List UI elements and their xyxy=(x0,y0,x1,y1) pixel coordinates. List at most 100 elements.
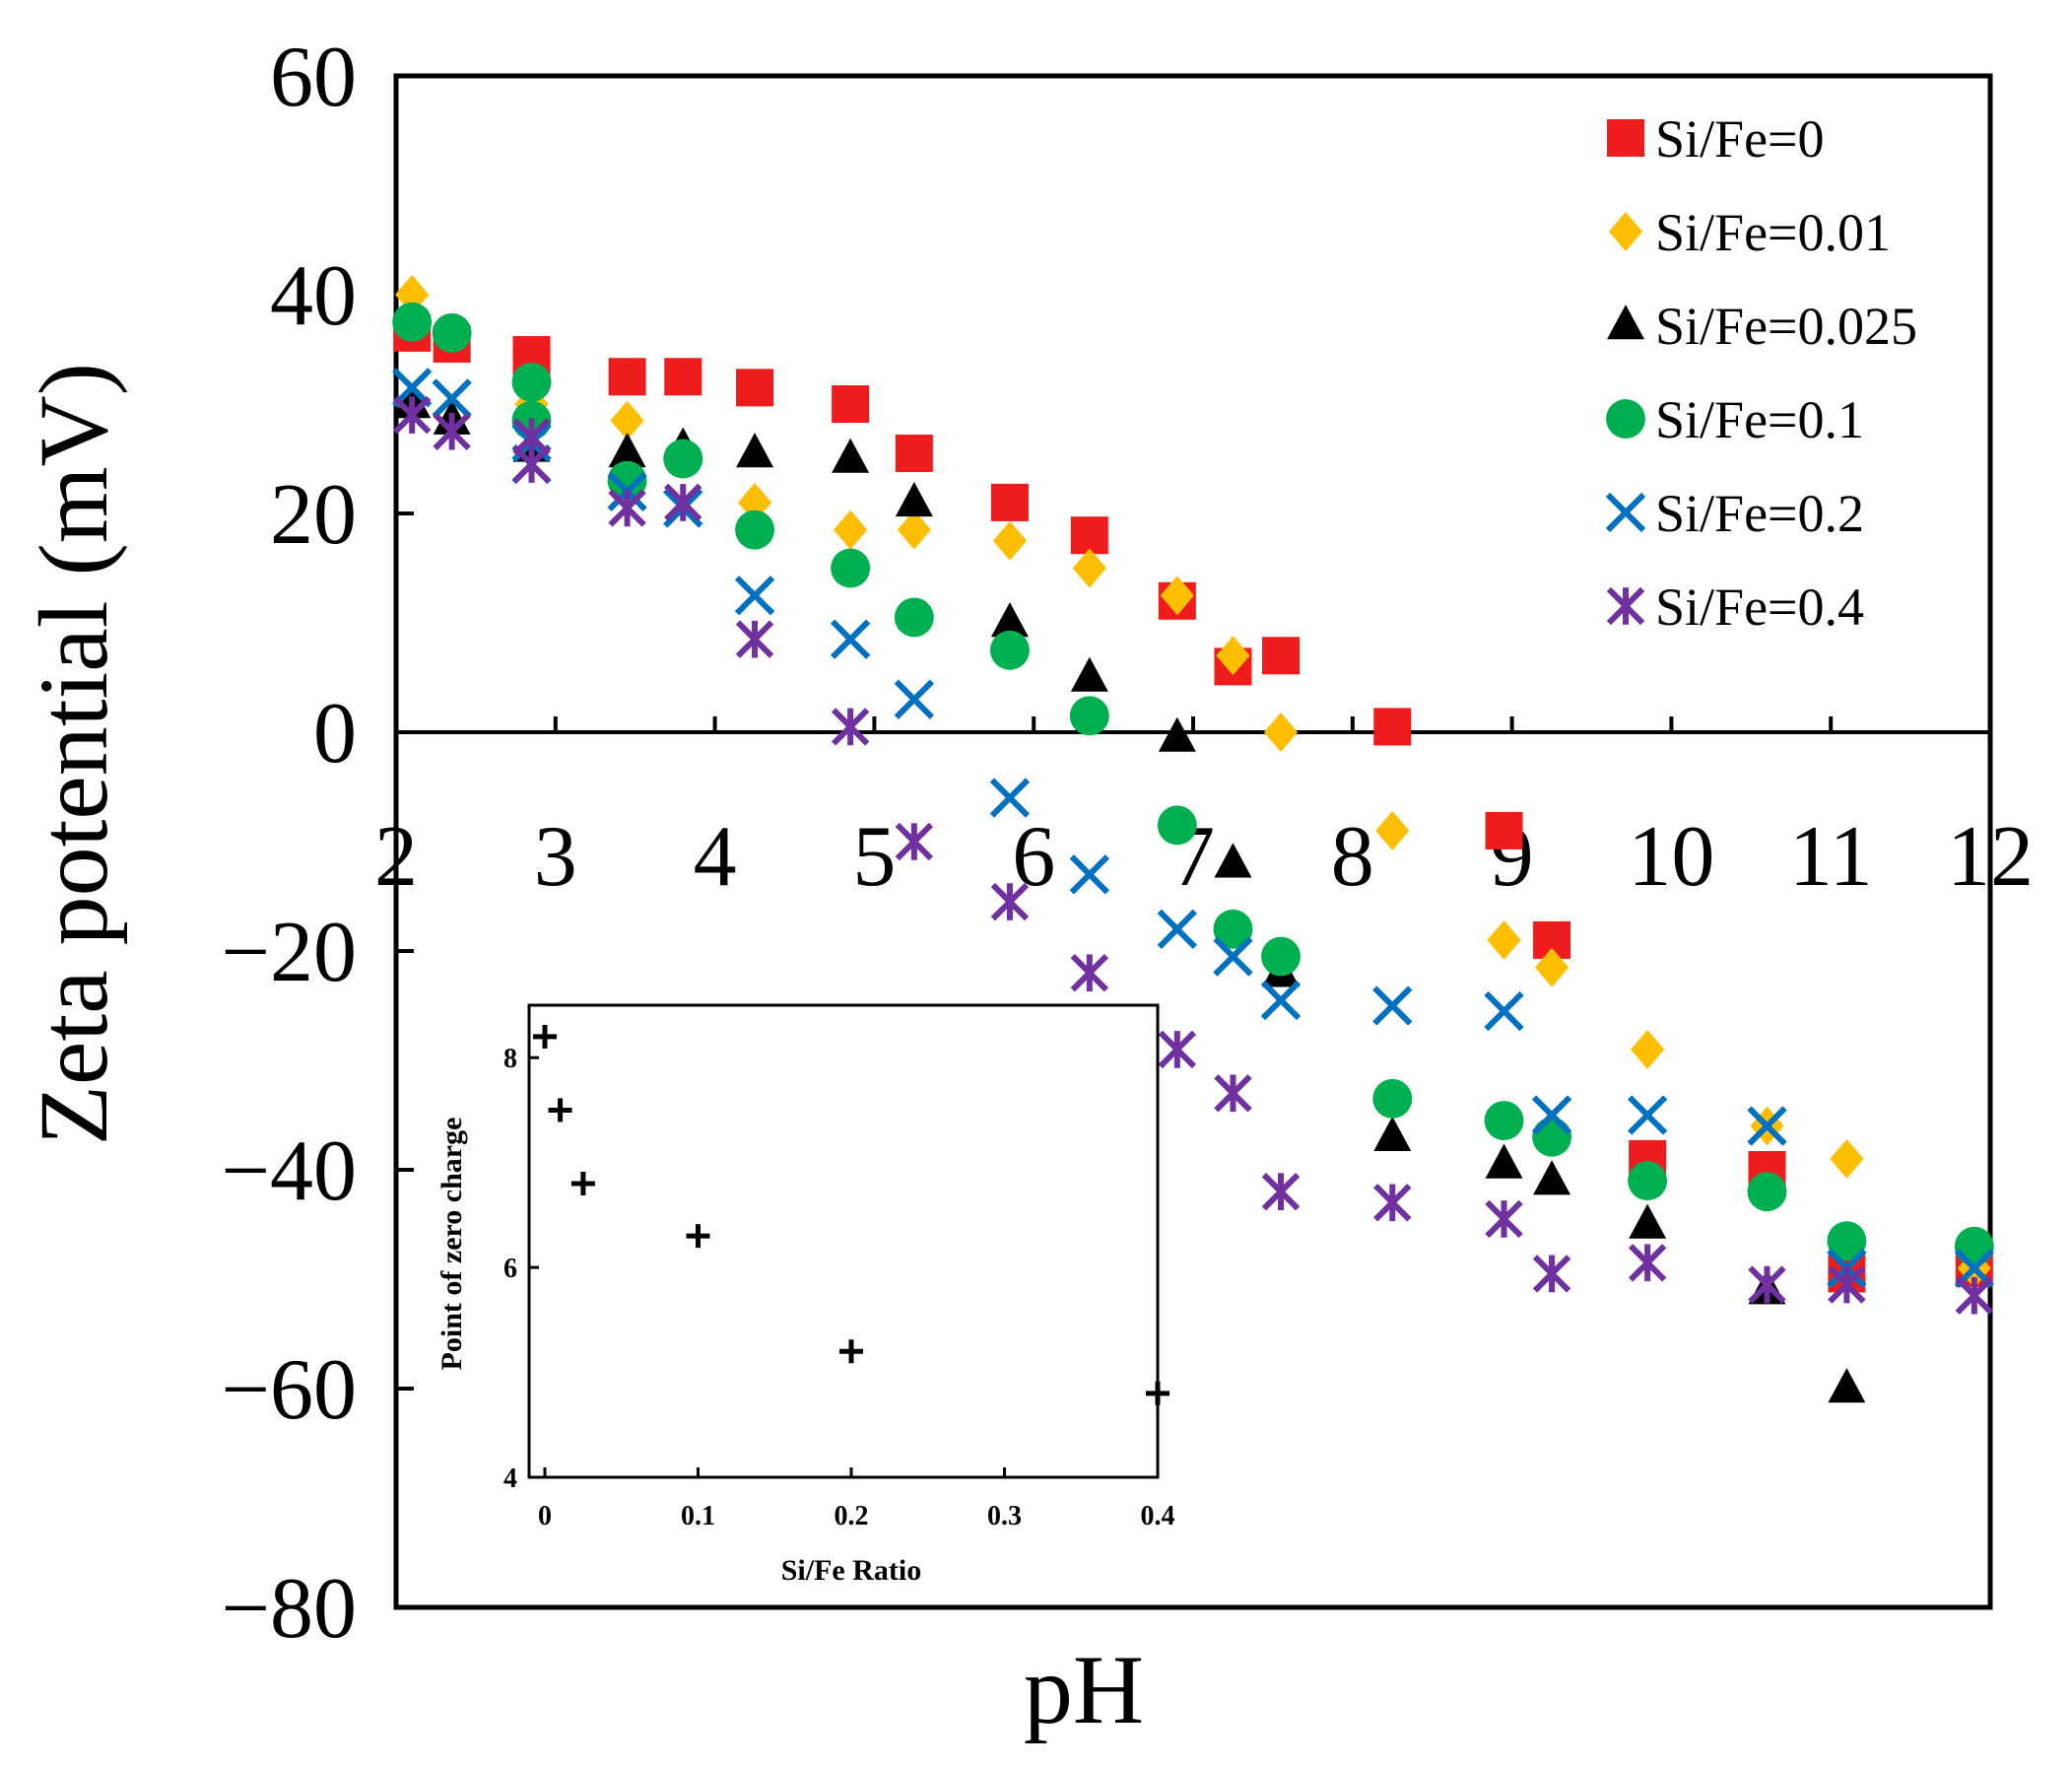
x-tick-label: 4 xyxy=(694,809,737,905)
data-point xyxy=(992,520,1028,561)
x-axis-title: pH xyxy=(1024,1635,1144,1744)
data-point xyxy=(1216,636,1250,676)
legend-marker xyxy=(1607,305,1644,340)
data-point xyxy=(433,412,471,450)
data-point xyxy=(736,433,774,468)
data-point xyxy=(608,433,646,468)
data-markers xyxy=(392,275,1994,1403)
data-point xyxy=(392,395,432,435)
legend-label: Si/Fe=0.4 xyxy=(1655,578,1864,637)
data-point xyxy=(1827,1221,1867,1261)
legend-label: Si/Fe=0.1 xyxy=(1655,390,1864,449)
data-point xyxy=(1261,936,1301,977)
y-axis-ticks: 60 40 20 0 −20 −40 −60 −80 xyxy=(221,30,414,1657)
data-point xyxy=(989,778,1031,818)
data-point xyxy=(1532,1117,1572,1157)
x-axis-ticks: 2 3 4 5 6 7 8 9 10 11 12 xyxy=(374,716,2034,905)
data-point xyxy=(830,619,871,659)
inset-x-tick-label: 0.1 xyxy=(681,1501,715,1531)
data-point xyxy=(1261,637,1300,675)
data-point xyxy=(664,358,702,396)
data-point xyxy=(894,597,934,638)
series-3 xyxy=(392,302,1994,1266)
legend-label: Si/Fe=0.025 xyxy=(1655,297,1917,356)
inset-data-markers xyxy=(533,1024,1170,1405)
x-tick-label: 8 xyxy=(1331,809,1374,905)
data-point xyxy=(1372,1078,1413,1119)
inset-x-tick-label: 0.2 xyxy=(835,1501,869,1531)
data-point xyxy=(1070,656,1108,692)
data-point xyxy=(1955,1276,1994,1315)
y-tick-label: −20 xyxy=(221,905,357,1000)
y-axis-title: Zeta potential (mV) xyxy=(19,363,128,1145)
inset-background xyxy=(527,1003,1160,1479)
legend-label: Si/Fe=0.2 xyxy=(1655,484,1864,543)
data-point xyxy=(1158,716,1196,752)
inset-data-point xyxy=(548,1098,572,1122)
y-tick-label: −40 xyxy=(221,1123,357,1219)
data-point xyxy=(1628,1161,1668,1201)
data-point xyxy=(736,369,774,407)
data-point xyxy=(1627,1095,1668,1135)
data-point xyxy=(392,302,433,342)
data-point xyxy=(834,510,868,550)
y-tick-label: −60 xyxy=(221,1342,357,1438)
data-point xyxy=(663,439,703,479)
data-point xyxy=(1484,1101,1524,1141)
data-point xyxy=(1531,1095,1572,1135)
data-point xyxy=(894,679,935,719)
data-point xyxy=(1534,947,1570,987)
data-point xyxy=(1070,953,1109,992)
data-point xyxy=(607,460,647,501)
x-tick-label: 5 xyxy=(852,809,896,905)
inset-y-tick-label: 4 xyxy=(503,1463,517,1494)
data-point xyxy=(1214,1074,1252,1113)
data-point xyxy=(1532,1255,1571,1293)
data-point xyxy=(1747,1172,1787,1212)
data-point xyxy=(1533,1160,1571,1195)
data-point xyxy=(895,482,933,517)
inset-data-point xyxy=(570,1171,595,1195)
data-point xyxy=(1828,1368,1866,1403)
inset-data-point xyxy=(839,1339,863,1364)
data-point xyxy=(610,400,644,441)
data-point xyxy=(990,882,1030,921)
data-point xyxy=(1070,516,1108,555)
data-point xyxy=(1828,1265,1866,1304)
inset-chart: 4 6 8 0 0.1 0.2 0.3 0.4 Si/Fe Ratio Point of ze… xyxy=(435,1003,1175,1587)
data-point xyxy=(895,822,934,861)
data-point xyxy=(1263,713,1299,752)
x-tick-label: 2 xyxy=(374,809,418,905)
data-point xyxy=(832,385,870,423)
plot-frame xyxy=(393,73,1993,1610)
data-point xyxy=(1072,548,1106,588)
data-point xyxy=(735,510,774,550)
data-point xyxy=(1628,1244,1667,1282)
data-point xyxy=(1373,1184,1412,1222)
data-point xyxy=(831,708,870,746)
legend-label: Si/Fe=0.01 xyxy=(1655,203,1891,262)
data-point xyxy=(1485,811,1523,850)
data-point xyxy=(1629,1203,1667,1239)
legend-marker xyxy=(1605,492,1646,533)
series-0 xyxy=(393,313,1993,1293)
data-point xyxy=(1214,843,1252,878)
data-point xyxy=(1157,805,1197,846)
data-point xyxy=(737,482,772,522)
x-tick-label: 12 xyxy=(1947,809,2034,905)
data-point xyxy=(1158,1030,1197,1069)
data-point xyxy=(895,434,933,472)
data-point xyxy=(832,438,870,473)
inset-y-tick-label: 6 xyxy=(503,1254,517,1284)
y-tick-label: −80 xyxy=(221,1561,357,1657)
data-point xyxy=(1375,810,1410,850)
data-point xyxy=(897,510,931,550)
data-point xyxy=(1157,909,1197,949)
data-point xyxy=(1213,936,1253,977)
data-point xyxy=(1260,980,1302,1021)
data-point xyxy=(1485,1143,1523,1179)
x-tick-label: 3 xyxy=(534,809,577,905)
data-point xyxy=(1484,990,1524,1032)
